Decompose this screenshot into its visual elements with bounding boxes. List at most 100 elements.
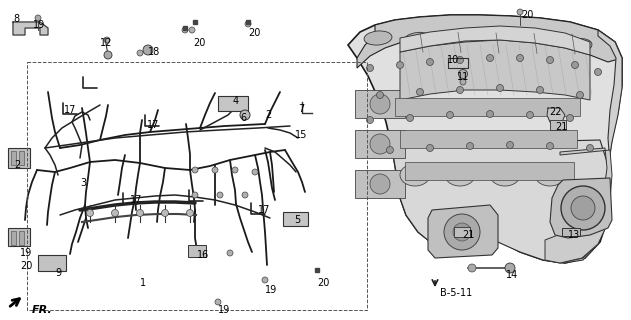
Circle shape	[447, 111, 454, 118]
Text: 5: 5	[294, 215, 300, 225]
Circle shape	[571, 196, 595, 220]
Circle shape	[262, 277, 268, 283]
Circle shape	[444, 214, 480, 250]
Circle shape	[507, 141, 514, 148]
Circle shape	[459, 69, 468, 78]
Text: 17: 17	[147, 120, 160, 130]
Text: 20: 20	[248, 28, 261, 38]
Bar	[550, 120, 566, 130]
Bar	[454, 227, 470, 237]
Circle shape	[242, 192, 248, 198]
Circle shape	[367, 65, 374, 71]
Circle shape	[162, 210, 168, 217]
Polygon shape	[400, 26, 590, 55]
Circle shape	[456, 57, 464, 63]
Circle shape	[497, 84, 504, 92]
Text: 11: 11	[457, 72, 469, 82]
Circle shape	[577, 92, 584, 99]
Text: 2: 2	[14, 160, 20, 170]
Text: 22: 22	[549, 107, 562, 117]
Text: 16: 16	[197, 250, 209, 260]
Circle shape	[487, 110, 493, 117]
Text: 19: 19	[33, 20, 45, 30]
Circle shape	[561, 186, 605, 230]
Polygon shape	[545, 30, 622, 263]
Circle shape	[377, 92, 384, 99]
Ellipse shape	[445, 164, 475, 186]
Circle shape	[370, 134, 390, 154]
Bar	[283, 212, 308, 226]
Bar	[188, 245, 206, 257]
Polygon shape	[545, 148, 612, 263]
Bar	[11, 151, 16, 165]
Bar	[562, 228, 580, 236]
Circle shape	[86, 210, 93, 217]
Bar	[38, 255, 66, 271]
Polygon shape	[13, 22, 48, 35]
Circle shape	[572, 61, 579, 68]
Ellipse shape	[524, 37, 552, 51]
Circle shape	[35, 15, 41, 21]
Ellipse shape	[484, 36, 512, 50]
Circle shape	[367, 116, 374, 124]
Text: 19: 19	[218, 305, 230, 315]
Circle shape	[567, 115, 574, 122]
Text: 8: 8	[13, 14, 19, 24]
Circle shape	[197, 247, 203, 253]
Circle shape	[427, 59, 433, 66]
Polygon shape	[357, 15, 622, 68]
Circle shape	[112, 210, 119, 217]
Text: 4: 4	[233, 96, 239, 106]
Ellipse shape	[490, 164, 520, 186]
Circle shape	[466, 142, 473, 149]
Ellipse shape	[400, 164, 430, 186]
Polygon shape	[392, 140, 610, 263]
Polygon shape	[428, 205, 498, 258]
Circle shape	[192, 167, 198, 173]
Ellipse shape	[564, 38, 592, 52]
Text: 20: 20	[20, 261, 32, 271]
Text: 17: 17	[64, 105, 76, 115]
Circle shape	[456, 86, 464, 93]
Circle shape	[536, 86, 543, 93]
Circle shape	[212, 167, 218, 173]
Circle shape	[427, 145, 433, 151]
Circle shape	[370, 174, 390, 194]
Circle shape	[416, 89, 423, 95]
Circle shape	[192, 192, 198, 198]
Bar	[8, 228, 30, 246]
Circle shape	[187, 210, 194, 217]
Ellipse shape	[364, 31, 392, 45]
Text: 17: 17	[130, 195, 143, 205]
Text: 19: 19	[20, 248, 32, 258]
Text: 10: 10	[447, 55, 459, 65]
Bar	[218, 96, 248, 111]
Text: 21: 21	[555, 122, 567, 132]
Circle shape	[215, 299, 221, 305]
Circle shape	[468, 264, 476, 272]
Bar	[8, 148, 30, 168]
Circle shape	[245, 21, 251, 27]
Text: 13: 13	[568, 230, 581, 240]
Text: 19: 19	[265, 285, 277, 295]
Circle shape	[232, 167, 238, 173]
Bar	[405, 162, 574, 180]
Circle shape	[182, 27, 188, 33]
Text: 7: 7	[298, 104, 304, 114]
Circle shape	[136, 210, 143, 217]
Circle shape	[594, 68, 601, 76]
Circle shape	[240, 110, 250, 120]
Circle shape	[517, 9, 523, 15]
Bar	[27, 62, 367, 310]
Text: 17: 17	[258, 205, 270, 215]
Text: 20: 20	[193, 38, 205, 48]
Circle shape	[387, 147, 394, 154]
Bar	[19, 231, 24, 245]
Circle shape	[370, 94, 390, 114]
Bar	[355, 90, 405, 118]
Circle shape	[487, 54, 493, 61]
Circle shape	[406, 115, 413, 122]
Circle shape	[586, 145, 594, 151]
Text: 20: 20	[521, 10, 533, 20]
Circle shape	[104, 37, 110, 43]
